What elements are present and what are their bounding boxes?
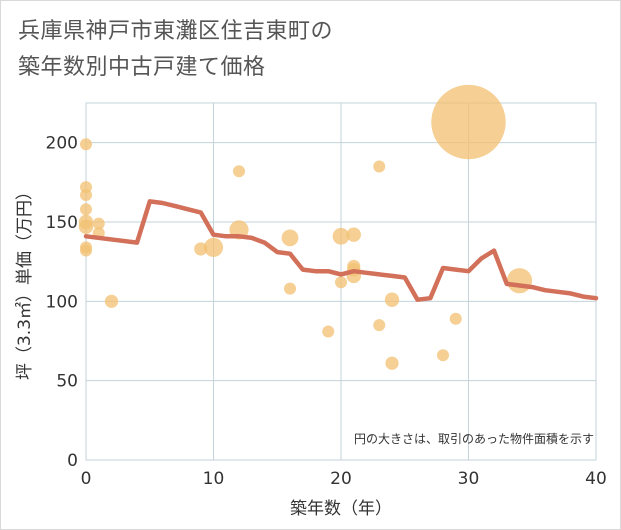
data-bubble [281, 229, 299, 247]
x-axis-label: 築年数（年） [290, 499, 392, 519]
data-bubble [332, 227, 350, 245]
x-tick-label: 20 [330, 469, 352, 489]
x-tick-label: 30 [458, 469, 480, 489]
data-bubble [104, 294, 119, 308]
data-bubble [437, 349, 449, 362]
data-bubble [80, 189, 92, 202]
chart-title-line1: 兵庫県神戸市東灘区住吉東町の [18, 19, 334, 44]
chart-title-line2: 築年数別中古戸建て価格 [18, 55, 266, 80]
data-bubble [194, 242, 208, 256]
data-bubble [92, 217, 105, 230]
data-bubble [80, 244, 92, 257]
data-bubble [335, 276, 347, 289]
trend-line-group [83, 199, 599, 302]
bubble-size-note: 円の大きさは、取引のあった物件面積を示す [354, 431, 594, 446]
y-tick-label: 100 [46, 292, 78, 312]
y-tick-label: 50 [56, 372, 78, 392]
data-bubble [284, 282, 296, 295]
x-tick-label: 10 [203, 469, 225, 489]
data-bubble [322, 325, 335, 338]
data-bubble [384, 292, 400, 307]
data-bubble [80, 138, 92, 151]
grid-lines [85, 102, 597, 461]
data-bubble [373, 319, 386, 332]
data-bubble [385, 356, 399, 370]
data-bubble [346, 227, 361, 242]
chart-title: 兵庫県神戸市東灘区住吉東町の 築年数別中古戸建て価格 [18, 14, 333, 86]
x-tick-label: 0 [81, 469, 92, 489]
data-bubble [78, 219, 94, 234]
x-tick-label: 40 [585, 469, 607, 489]
trend-line [83, 199, 599, 302]
data-bubble [431, 84, 506, 160]
data-bubble [80, 203, 92, 216]
data-bubble [203, 237, 224, 257]
data-bubble [506, 268, 533, 294]
y-axis-label: 坪（3.3㎡）単価（万円） [15, 183, 35, 380]
y-tick-label: 0 [67, 451, 78, 471]
y-tick-label: 150 [46, 213, 78, 233]
bubble-series [78, 84, 533, 370]
tick-labels: 0 10 20 30 40 0 50 100 150 200 [46, 134, 607, 489]
data-bubble [373, 160, 386, 173]
y-tick-label: 200 [46, 134, 78, 154]
data-bubble [233, 165, 245, 178]
data-bubble [449, 312, 462, 325]
